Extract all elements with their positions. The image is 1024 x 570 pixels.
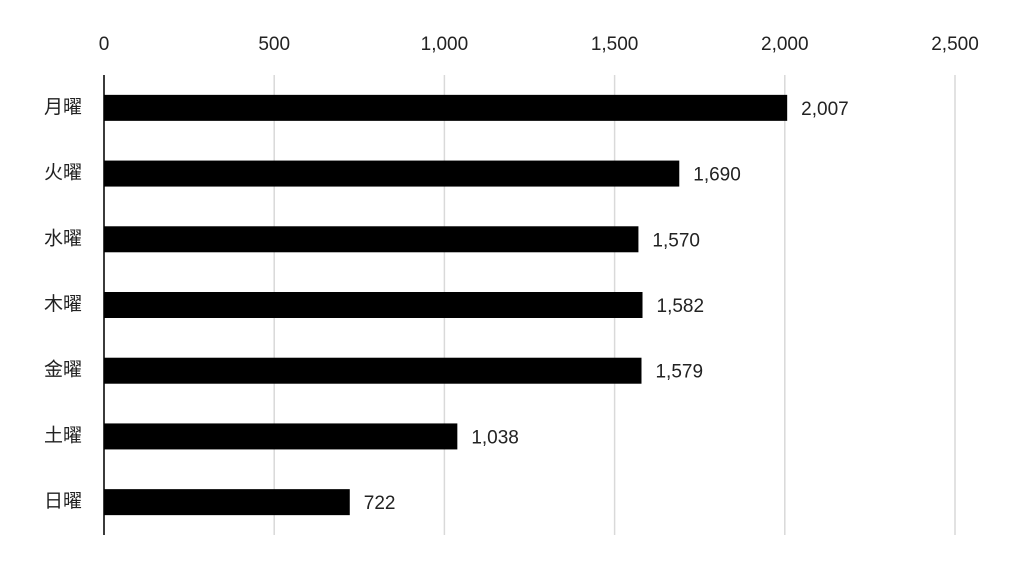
data-label: 1,579 [655,362,703,383]
y-tick-label: 木曜 [44,293,82,315]
data-label: 2,007 [801,99,849,120]
data-label: 1,570 [652,230,700,251]
x-tick-label: 1,500 [591,34,639,55]
bar [104,160,680,187]
data-label: 722 [364,493,396,514]
bar [104,423,458,450]
data-label: 1,582 [657,296,705,317]
bar [104,292,643,318]
x-tick-label: 500 [258,34,290,55]
bar [104,489,350,516]
bar [104,226,639,253]
data-label: 1,038 [471,427,519,448]
y-tick-label: 水曜 [44,227,82,249]
x-tick-label: 2,500 [931,34,979,55]
x-tick-label: 2,000 [761,34,809,55]
y-tick-label: 月曜 [44,97,82,118]
y-tick-label: 日曜 [44,491,82,512]
x-tick-label: 0 [99,34,110,55]
y-tick-label: 火曜 [44,163,82,184]
x-tick-label: 1,000 [421,34,469,55]
bar [104,94,788,121]
y-tick-label: 土曜 [44,424,82,446]
data-label: 1,690 [693,165,741,186]
y-tick-label: 金曜 [44,359,82,381]
bar [104,357,642,384]
